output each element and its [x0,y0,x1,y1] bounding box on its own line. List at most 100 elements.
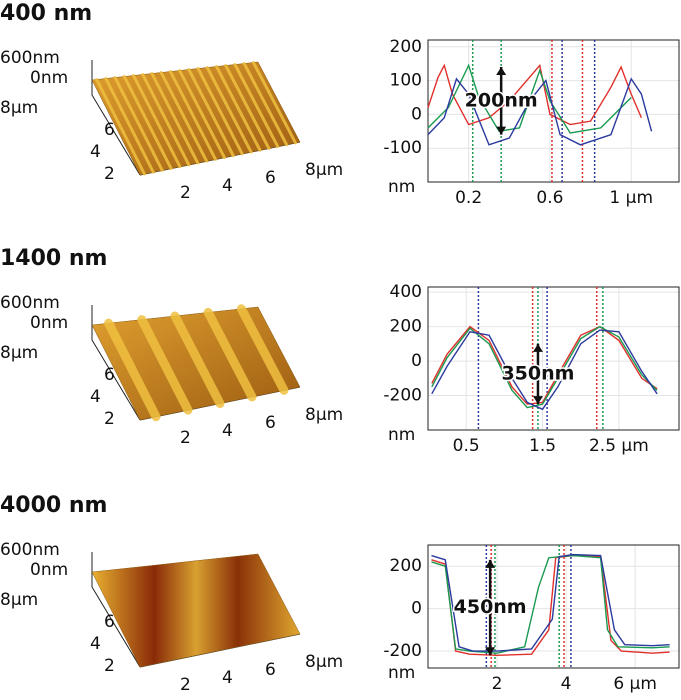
profile-line [431,325,658,405]
arrow-head [485,647,496,656]
surface-ridge [122,75,173,171]
x-tick-label: 8μm [305,160,343,180]
surface-ridge [104,77,155,174]
z-tick-label: 600nm [0,540,60,560]
x-tick-label: 8μm [305,652,343,672]
profile-line [427,77,653,146]
surface-ridge [196,67,244,156]
x-tick-label: 1 μm [609,188,653,208]
annotation-label: 450nm [454,596,527,618]
z-tick-label: 600nm [0,293,60,313]
y-tick-label: 2 [104,164,115,184]
y-tick-label: 200 [390,556,422,576]
arrow-head [485,559,496,568]
z-tick-label: 0nm [30,313,68,333]
surface-ridge [150,72,200,165]
y-tick-label: -200 [383,641,422,661]
x-tick-label: 2.5 μm [589,436,649,456]
surface-ridge [224,64,271,150]
y-axis-label: nm [388,425,415,445]
profile-line [431,329,658,411]
profile-line [431,554,670,654]
surface-ridge [113,76,164,172]
surface-ridge [132,74,182,169]
x-tick-label: 4 [222,176,233,196]
plot-frame [427,286,680,431]
surface-ridge [170,311,225,408]
plot-frame [427,544,680,669]
y-tick-label: 200 [390,317,422,337]
y-tick-label: 2 [104,656,115,676]
y-tick-label: 0 [411,599,422,619]
y-tick-label: 8μm [0,98,38,118]
x-tick-label: 6 μm [613,674,657,694]
x-tick-label: 4 [222,668,233,688]
y-tick-label: 100 [390,71,422,91]
profile-line [431,554,670,656]
y-tick-label: 200 [390,37,422,57]
x-tick-label: 2 [180,428,191,448]
surface-ridge [95,78,146,176]
panel-title: 1400 nm [0,246,107,271]
surface-ridge [251,61,298,145]
surface-ridge [141,73,191,167]
y-tick-label: 4 [90,142,101,162]
arrow-head [496,126,507,135]
x-tick-label: 2 [180,183,191,203]
z-tick-label: 600nm [0,48,60,68]
y-tick-label: 4 [90,634,101,654]
x-tick-label: 4 [561,674,572,694]
panel-title: 4000 nm [0,493,107,518]
x-tick-label: 4 [222,421,233,441]
y-tick-label: 6 [104,365,115,385]
surface-ridge [203,307,257,402]
x-tick-label: 8μm [305,405,343,425]
x-tick-label: 0.6 [536,188,563,208]
profile-line [431,325,658,409]
y-tick-label: 0 [411,104,422,124]
y-tick-label: 6 [104,612,115,632]
surface-ridge [236,304,289,395]
z-tick-label: 0nm [30,68,68,88]
panel-title: 400 nm [0,1,92,26]
y-tick-label: 2 [104,409,115,429]
x-tick-label: 0.5 [453,436,480,456]
annotation-label: 200nm [465,89,538,111]
x-tick-label: 0.2 [455,188,482,208]
surface-ridge [242,62,289,147]
surface-ridge [104,318,161,422]
profile-line [427,63,643,126]
arrow-head [532,396,543,405]
surface-ridge [233,63,280,149]
x-tick-label: 6 [265,168,276,188]
y-axis-label: nm [388,177,415,197]
surface [91,553,301,668]
y-tick-label: 0 [411,351,422,371]
x-tick-label: 2 [180,675,191,695]
y-tick-label: 6 [104,120,115,140]
y-tick-label: 4 [90,387,101,407]
x-tick-label: 2 [492,674,503,694]
profile-line [431,553,670,652]
y-axis-label: nm [388,663,415,683]
profile-line [427,63,632,134]
y-tick-label: 400 [390,282,422,302]
y-tick-label: -200 [383,386,422,406]
y-tick-label: -100 [383,138,422,158]
z-tick-label: 0nm [30,560,68,580]
surface-ridge [159,71,209,163]
surface-ridge [187,68,235,158]
x-tick-label: 6 [265,660,276,680]
y-tick-label: 8μm [0,590,38,610]
annotation-label: 350nm [501,363,574,385]
surface-ridge [215,65,262,152]
surface-ridge [205,66,253,154]
x-tick-label: 6 [265,413,276,433]
arrow-head [496,67,507,76]
arrow-head [532,343,543,352]
surface-ridge [137,315,193,415]
surface-ridge [178,69,226,160]
surface-ridge [168,70,218,161]
y-tick-label: 8μm [0,343,38,363]
